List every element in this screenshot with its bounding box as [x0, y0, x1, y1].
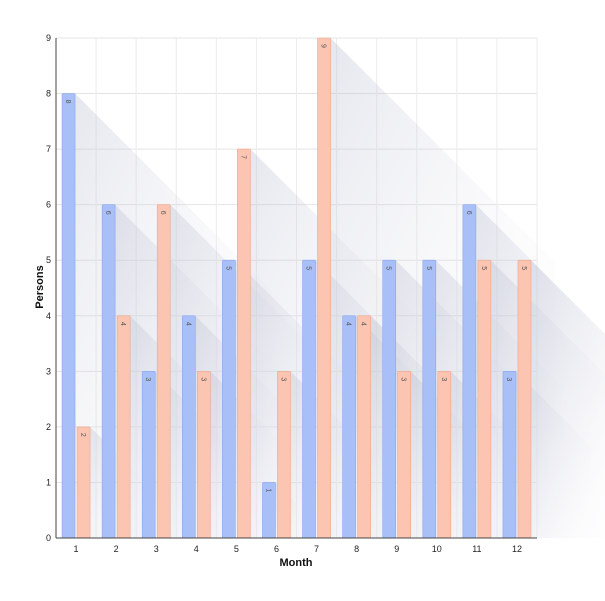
bar-series-2-month-12 [517, 259, 532, 539]
bar-value-label: 3 [400, 377, 407, 381]
x-tick-label: 8 [354, 544, 359, 554]
bar-value-label: 5 [305, 266, 312, 270]
bar-value-label: 4 [184, 322, 191, 326]
y-tick-label: 7 [46, 144, 51, 154]
bar-value-label: 3 [279, 377, 286, 381]
bar-series-1-month-11 [462, 204, 477, 539]
bar-series-1-month-8 [342, 315, 356, 539]
x-tick-label: 9 [394, 544, 399, 554]
y-tick-label: 8 [46, 89, 51, 99]
x-tick-label: 11 [472, 544, 481, 554]
bar-series-2-month-5 [237, 148, 251, 539]
bar-series-2-month-8 [357, 315, 371, 539]
bar-value-label: 5 [520, 266, 527, 270]
bar-value-label: 4 [345, 322, 352, 326]
bar-value-label: 3 [144, 377, 151, 381]
bar-shadow [530, 260, 605, 538]
y-axis-title: Persons [34, 265, 46, 308]
x-tick-label: 3 [154, 544, 159, 554]
bar-value-label: 3 [440, 377, 447, 381]
bar-value-label: 3 [199, 377, 206, 381]
bar-series-1-month-4 [181, 315, 196, 539]
bar-value-label: 6 [159, 211, 166, 215]
y-tick-label: 3 [46, 366, 51, 376]
bar-series-2-month-3 [156, 204, 171, 539]
bar-series-1-month-1 [61, 93, 76, 539]
bar-value-label: 7 [239, 155, 246, 159]
x-tick-label: 7 [314, 544, 319, 554]
y-tick-labels: 0 1 2 3 4 5 6 7 8 9 [46, 33, 51, 543]
x-tick-label: 4 [194, 544, 199, 554]
y-tick-label: 6 [46, 200, 51, 210]
bar-value-label: 5 [480, 266, 487, 270]
bar-value-label: 6 [104, 211, 111, 215]
bar-series-2-month-9 [397, 371, 412, 539]
bar-value-label: 8 [64, 100, 71, 104]
bar-value-label: 4 [119, 322, 126, 326]
y-tick-label: 0 [46, 533, 51, 543]
bar-value-label: 9 [320, 44, 327, 48]
x-tick-label: 2 [114, 544, 119, 554]
x-tick-label: 6 [274, 544, 279, 554]
bar-series-1-month-10 [422, 259, 437, 539]
bar-value-label: 5 [224, 266, 231, 270]
bar-value-label: 6 [465, 211, 472, 215]
bar-series-2-month-11 [477, 259, 492, 539]
y-tick-label: 2 [46, 422, 51, 432]
x-tick-label: 5 [234, 544, 239, 554]
bar-series-2-month-6 [277, 371, 291, 539]
y-tick-label: 4 [46, 311, 51, 321]
x-tick-label: 10 [432, 544, 442, 554]
bar-value-label: 4 [360, 322, 367, 326]
bar-series-1-month-7 [302, 259, 316, 539]
bars: 8 2 6 4 3 6 4 3 5 7 1 3 5 9 4 4 5 3 5 3 6 5 3 5 [61, 37, 532, 539]
bar-series-2-month-4 [196, 371, 211, 539]
x-tick-label: 12 [512, 544, 522, 554]
bar-series-1-month-12 [502, 371, 517, 539]
x-axis-title: Month [280, 557, 313, 569]
bar-value-label: 2 [79, 433, 86, 437]
bar-series-1-month-3 [141, 371, 156, 539]
bar-series-2-month-1 [76, 426, 91, 539]
bar-series-2-month-10 [437, 371, 452, 539]
y-tick-label: 1 [46, 477, 51, 487]
x-tick-labels: 1 2 3 4 5 6 7 8 9 10 11 12 [74, 544, 522, 554]
x-tick-label: 1 [74, 544, 79, 554]
y-tick-label: 9 [46, 33, 51, 43]
bar-series-1-month-5 [222, 259, 236, 539]
bar-value-label: 1 [264, 488, 271, 492]
bar-series-2-month-2 [116, 315, 131, 539]
axes [55, 38, 537, 539]
bar-series-1-month-2 [101, 204, 116, 539]
bar-value-label: 5 [425, 266, 432, 270]
bar-value-label: 3 [505, 377, 512, 381]
bar-value-label: 5 [385, 266, 392, 270]
y-tick-label: 5 [46, 255, 51, 265]
bar-series-1-month-9 [382, 259, 397, 539]
bar-series-2-month-7 [317, 37, 331, 539]
